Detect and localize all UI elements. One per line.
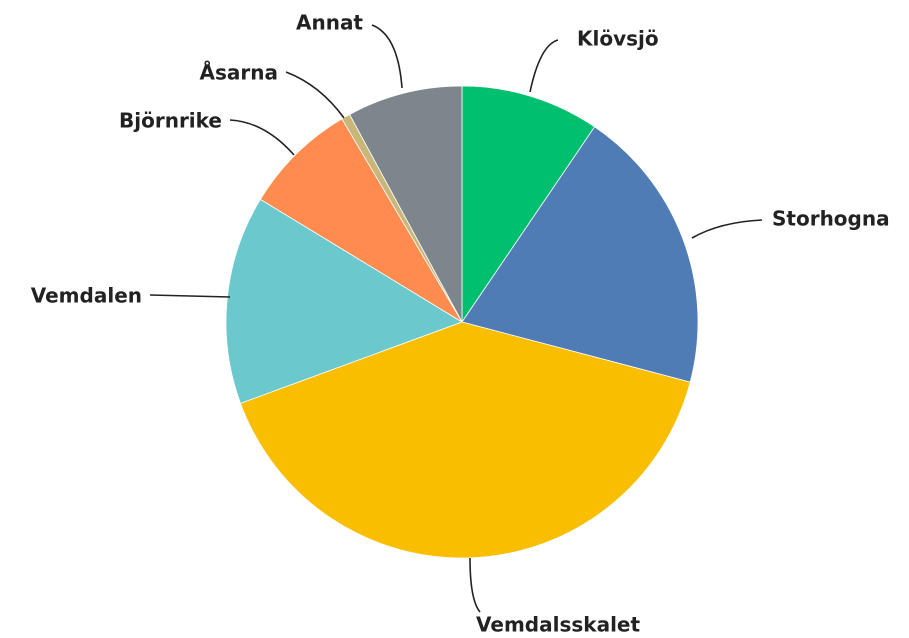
slice-label: Storhogna <box>772 207 890 231</box>
slice-label: Annat <box>296 11 363 35</box>
slice-label: Vemdalsskalet <box>476 613 640 637</box>
pie-slice <box>239 321 691 559</box>
leader-line <box>285 71 345 119</box>
leader-line <box>229 119 295 156</box>
leader-line <box>691 219 763 239</box>
slice-label: Vemdalen <box>31 284 142 308</box>
leader-line <box>371 24 403 89</box>
pie-slice <box>461 126 699 383</box>
slice-label: Klövsjö <box>577 27 659 51</box>
slice-label: Åsarna <box>200 61 278 85</box>
pie-slice <box>225 198 463 404</box>
leader-line <box>469 557 481 613</box>
leader-line <box>149 294 231 298</box>
pie-slice <box>349 85 463 323</box>
pie-slice <box>259 118 463 323</box>
pie-slice <box>461 85 596 324</box>
slice-label: Björnrike <box>119 109 222 133</box>
leader-line <box>529 39 559 93</box>
